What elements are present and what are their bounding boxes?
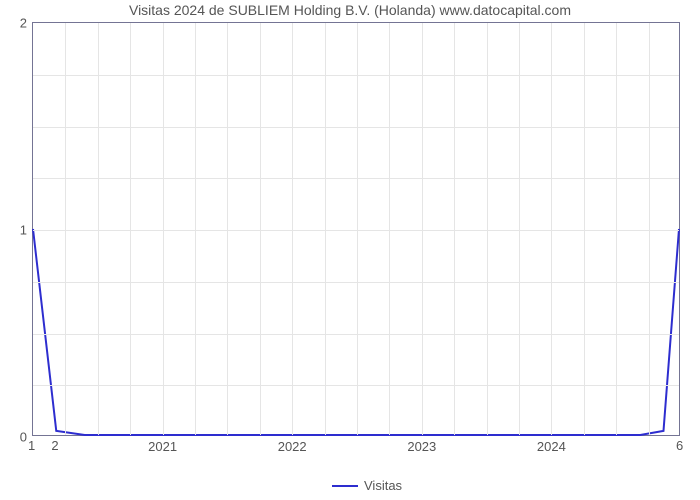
gridline-vertical (227, 23, 228, 435)
gridline-vertical (325, 23, 326, 435)
gridline-vertical (422, 23, 423, 435)
x-tick-label: 2022 (278, 439, 307, 454)
gridline-horizontal (33, 230, 679, 231)
x-endpoint-label-right: 6 (676, 438, 683, 453)
y-tick-label: 1 (20, 223, 27, 238)
gridline-vertical (98, 23, 99, 435)
gridline-vertical (454, 23, 455, 435)
gridline-horizontal (33, 385, 679, 386)
gridline-vertical (292, 23, 293, 435)
gridline-vertical (551, 23, 552, 435)
gridline-horizontal (33, 282, 679, 283)
chart-title: Visitas 2024 de SUBLIEM Holding B.V. (Ho… (0, 2, 700, 18)
x-tick-label: 2021 (148, 439, 177, 454)
gridline-vertical (130, 23, 131, 435)
gridline-horizontal (33, 127, 679, 128)
gridline-vertical (65, 23, 66, 435)
legend: Visitas (332, 478, 402, 493)
gridline-vertical (357, 23, 358, 435)
gridline-vertical (649, 23, 650, 435)
gridline-vertical (389, 23, 390, 435)
gridline-horizontal (33, 178, 679, 179)
y-tick-label: 0 (20, 430, 27, 445)
x-endpoint-label-left-1: 1 (28, 438, 35, 453)
gridline-vertical (519, 23, 520, 435)
gridline-vertical (616, 23, 617, 435)
legend-swatch (332, 485, 358, 487)
legend-label: Visitas (364, 478, 402, 493)
gridline-vertical (487, 23, 488, 435)
gridline-vertical (163, 23, 164, 435)
plot-area: 0122021202220232024 (32, 22, 680, 436)
x-endpoint-label-left-2: 2 (51, 438, 58, 453)
y-tick-label: 2 (20, 16, 27, 31)
gridline-horizontal (33, 75, 679, 76)
gridline-vertical (260, 23, 261, 435)
x-tick-label: 2024 (537, 439, 566, 454)
gridline-vertical (195, 23, 196, 435)
chart-container: Visitas 2024 de SUBLIEM Holding B.V. (Ho… (0, 0, 700, 500)
gridline-vertical (584, 23, 585, 435)
gridline-horizontal (33, 334, 679, 335)
x-tick-label: 2023 (407, 439, 436, 454)
